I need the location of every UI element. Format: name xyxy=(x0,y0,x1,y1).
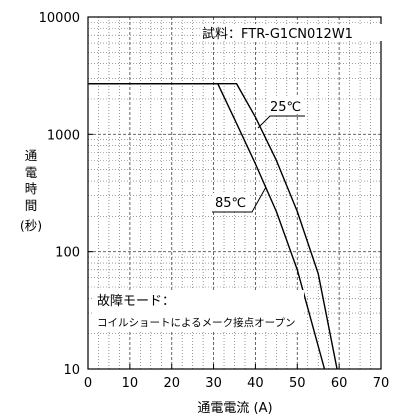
y-tick-label: 10000 xyxy=(39,11,80,26)
x-tick-label: 0 xyxy=(84,376,92,391)
tick-labels: 0 10 20 30 40 50 60 70 10 100 1000 10000 xyxy=(39,11,390,391)
plot-frame xyxy=(87,16,382,370)
label-85c-bg xyxy=(213,193,249,210)
annotations: 試料：FTR-G1CN012W1 故障モード： コイルショートによるメーク接点オ… xyxy=(94,24,382,332)
y-axis-label-unit: (秒) xyxy=(19,218,43,233)
y-axis-label-char: 間 xyxy=(24,197,38,213)
failure-mode-bg xyxy=(94,290,304,332)
y-tick-label: 1000 xyxy=(47,128,80,143)
failure-mode-desc: コイルショートによるメーク接点オープン xyxy=(97,316,296,329)
y-tick-label: 100 xyxy=(55,246,80,261)
y-tick-label: 10 xyxy=(63,363,80,378)
minor-grid xyxy=(88,17,381,369)
sample-label: 試料：FTR-G1CN012W1 xyxy=(202,26,353,42)
x-tick-label: 50 xyxy=(289,376,306,391)
x-tick-label: 60 xyxy=(331,376,348,391)
series-layer xyxy=(88,83,338,370)
x-tick-label: 70 xyxy=(373,376,390,391)
label-25c-bg xyxy=(268,97,304,114)
series-label-85c: 85℃ xyxy=(215,196,246,211)
failure-mode-title: 故障モード： xyxy=(97,294,175,309)
x-tick-label: 30 xyxy=(205,376,222,391)
series-line-1 xyxy=(88,83,338,370)
tick-marks xyxy=(87,16,382,370)
y-axis-label-char: 通 xyxy=(24,148,38,163)
series-line-2 xyxy=(88,83,326,370)
y-axis-label: 通 電 時 間 (秒) xyxy=(14,148,48,235)
y-axis-label-char: 時 xyxy=(24,181,38,196)
leader-25c xyxy=(257,115,305,129)
leader-85c xyxy=(212,186,267,213)
x-axis-label: 通電電流 (A) xyxy=(197,401,272,416)
y-axis-label-char: 電 xyxy=(24,164,38,180)
x-tick-label: 20 xyxy=(163,376,180,391)
sample-label-bg xyxy=(200,24,382,41)
x-tick-label: 10 xyxy=(122,376,139,391)
x-tick-label: 40 xyxy=(247,376,264,391)
series-label-25c: 25℃ xyxy=(270,100,301,115)
